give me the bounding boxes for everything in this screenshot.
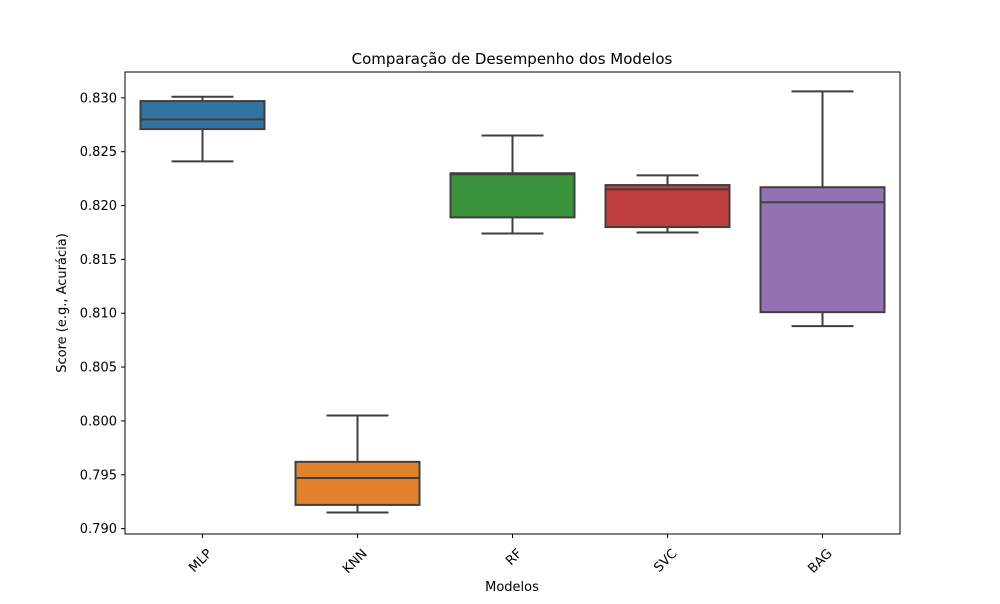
box-body bbox=[604, 184, 731, 229]
x-tick-label: MLP bbox=[186, 546, 215, 575]
box-body bbox=[759, 186, 886, 314]
x-axis-label: Modelos bbox=[485, 580, 539, 595]
box-mlp bbox=[139, 95, 266, 163]
x-tick-label: RF bbox=[503, 546, 525, 568]
chart-title: Comparação de Desempenho dos Modelos bbox=[352, 50, 673, 68]
box-body bbox=[294, 460, 421, 506]
x-tick-label: KNN bbox=[340, 546, 370, 576]
y-tick-label: 0.830 bbox=[80, 91, 117, 106]
box-knn bbox=[294, 414, 421, 514]
y-tick-label: 0.825 bbox=[80, 145, 117, 160]
box-bag bbox=[759, 90, 886, 328]
y-tick-label: 0.810 bbox=[80, 307, 117, 322]
y-tick-label: 0.795 bbox=[80, 468, 117, 483]
box-body bbox=[449, 172, 576, 219]
y-axis-label: Score (e.g., Acurácia) bbox=[55, 233, 70, 373]
plot-area bbox=[139, 90, 886, 514]
x-tick-label: SVC bbox=[651, 546, 680, 575]
box-body bbox=[139, 100, 266, 131]
y-tick-label: 0.820 bbox=[80, 199, 117, 214]
x-tick-label: BAG bbox=[805, 546, 835, 576]
x-axis: MLP KNN RF SVC BAG bbox=[186, 534, 836, 577]
box-rf bbox=[449, 134, 576, 235]
y-tick-label: 0.800 bbox=[80, 414, 117, 429]
y-tick-label: 0.790 bbox=[80, 522, 117, 537]
y-axis: 0.790 0.795 0.800 0.805 0.810 0.815 0.820 0.825… bbox=[80, 91, 125, 537]
box-svc bbox=[604, 174, 731, 234]
y-tick-label: 0.805 bbox=[80, 361, 117, 376]
y-tick-label: 0.815 bbox=[80, 253, 117, 268]
